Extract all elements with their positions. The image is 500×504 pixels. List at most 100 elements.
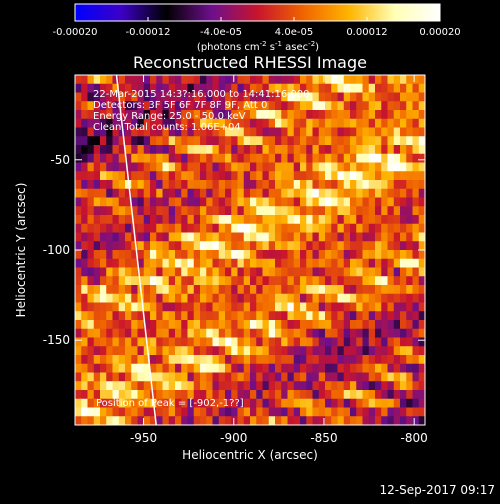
heatmap-cell (150, 215, 157, 225)
heatmap-cell (81, 110, 89, 120)
heatmap-cell (168, 206, 176, 216)
heatmap-cell (218, 337, 226, 347)
heatmap-cell (100, 293, 107, 304)
heatmap-cell (268, 285, 276, 295)
heatmap-cell (143, 153, 151, 164)
heatmap-cell (75, 232, 82, 242)
heatmap-cell (237, 153, 245, 164)
heatmap-cell (293, 83, 301, 94)
heatmap-cell (87, 171, 95, 181)
heatmap-cell (331, 363, 339, 374)
heatmap-cell (243, 75, 251, 85)
heatmap-cell (125, 320, 132, 330)
heatmap-cell (143, 398, 151, 409)
heatmap-cell (293, 118, 301, 129)
heatmap-cell (418, 162, 425, 172)
heatmap-cell (312, 363, 320, 374)
heatmap-cell (212, 293, 220, 304)
heatmap-cell (256, 188, 264, 199)
heatmap-cell (256, 232, 264, 242)
heatmap-cell (81, 328, 89, 339)
heatmap-cell (250, 136, 257, 146)
heatmap-cell (106, 223, 114, 234)
heatmap-cell (168, 355, 176, 365)
heatmap-cell (406, 363, 414, 374)
heatmap-cell (81, 197, 89, 207)
heatmap-cell (181, 250, 189, 260)
heatmap-cell (237, 188, 245, 199)
heatmap-cell (150, 267, 157, 277)
heatmap-cell (162, 346, 170, 356)
heatmap-cell (168, 215, 176, 225)
heatmap-cell (362, 197, 370, 207)
heatmap-cell (281, 162, 289, 172)
heatmap-cell (206, 293, 214, 304)
heatmap-cell (368, 127, 376, 137)
heatmap-cell (281, 372, 289, 382)
heatmap-cell (225, 223, 232, 234)
heatmap-cell (406, 276, 414, 286)
heatmap-cell (100, 407, 107, 417)
heatmap-cell (81, 180, 89, 190)
heatmap-cell (375, 372, 382, 382)
heatmap-cell (87, 83, 95, 94)
heatmap-cell (225, 232, 232, 242)
heatmap-cell (100, 118, 107, 129)
heatmap-cell (131, 162, 139, 172)
heatmap-cell (418, 302, 425, 312)
heatmap-cell (212, 92, 220, 102)
heatmap-cell (81, 162, 89, 172)
heatmap-cell (150, 180, 157, 190)
heatmap-cell (281, 390, 289, 400)
heatmap-cell (118, 355, 126, 365)
heatmap-cell (387, 83, 395, 94)
heatmap-cell (100, 83, 107, 94)
heatmap-cell (256, 250, 264, 260)
heatmap-cell (262, 302, 270, 312)
heatmap-cell (187, 101, 195, 111)
heatmap-cell (412, 223, 420, 234)
heatmap-cell (362, 180, 370, 190)
heatmap-cell (193, 188, 201, 199)
heatmap-cell (262, 171, 270, 181)
heatmap-cell (243, 311, 251, 321)
heatmap-cell (206, 328, 214, 339)
heatmap-cell (87, 223, 95, 234)
heatmap-cell (168, 337, 176, 347)
heatmap-cell (75, 293, 82, 304)
heatmap-cell (131, 171, 139, 181)
heatmap-cell (256, 83, 264, 94)
heatmap-cell (362, 285, 370, 295)
heatmap-cell (75, 276, 82, 286)
heatmap-cell (400, 381, 407, 391)
heatmap-cell (243, 180, 251, 190)
heatmap-cell (206, 153, 214, 164)
heatmap-cell (118, 416, 126, 425)
heatmap-cell (343, 171, 351, 181)
heatmap-cell (112, 346, 120, 356)
heatmap-cell (137, 398, 145, 409)
heatmap-cell (381, 416, 389, 425)
heatmap-cell (193, 92, 201, 102)
heatmap-cell (406, 311, 414, 321)
heatmap-cell (318, 180, 326, 190)
heatmap-cell (387, 337, 395, 347)
heatmap-cell (331, 407, 339, 417)
heatmap-cell (150, 136, 157, 146)
heatmap-cell (412, 232, 420, 242)
heatmap-cell (137, 302, 145, 312)
heatmap-cell (106, 267, 114, 277)
heatmap-cell (125, 276, 132, 286)
heatmap-cell (406, 118, 414, 129)
heatmap-image (75, 75, 425, 425)
heatmap-cell (137, 258, 145, 269)
heatmap-cell (325, 241, 332, 251)
heatmap-cell (362, 258, 370, 269)
heatmap-cell (337, 75, 345, 85)
heatmap-cell (287, 75, 295, 85)
heatmap-cell (212, 118, 220, 129)
heatmap-cell (412, 101, 420, 111)
heatmap-cell (300, 171, 307, 181)
heatmap-cell (381, 381, 389, 391)
heatmap-cell (131, 390, 139, 400)
